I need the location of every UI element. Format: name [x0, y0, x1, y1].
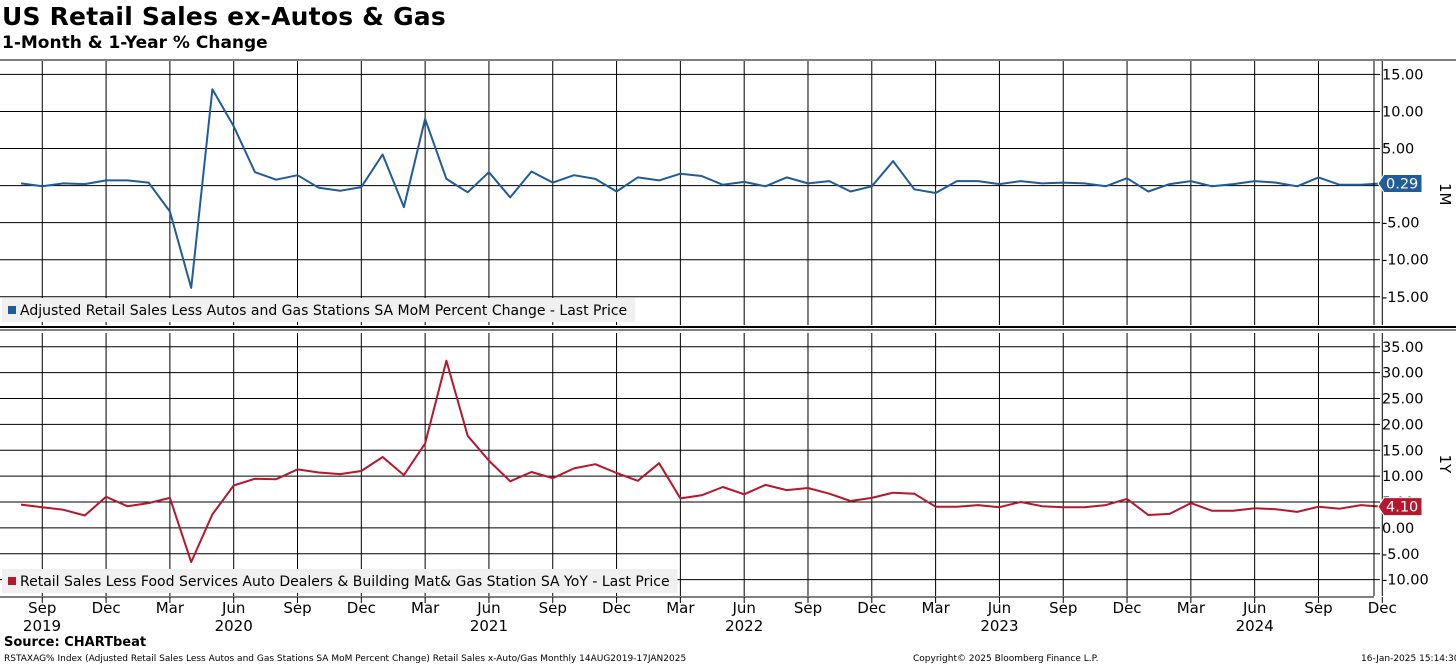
y-tick-label: 35.00: [1382, 340, 1424, 356]
x-tick-label: Dec: [602, 599, 631, 617]
grid-lines: [0, 61, 1383, 596]
legend-box: [2, 298, 636, 322]
x-tick-label: Jun: [987, 599, 1011, 617]
legend-label: Retail Sales Less Food Services Auto Dea…: [20, 574, 670, 590]
x-tick-label: Mar: [156, 599, 185, 617]
x-tick-label: Dec: [1113, 599, 1142, 617]
x-tick-label: Sep: [1304, 599, 1332, 617]
footer-copyright: Copyright© 2025 Bloomberg Finance L.P.: [913, 654, 1099, 664]
x-year-label: 2023: [980, 617, 1018, 632]
last-value-flag: [1377, 173, 1423, 193]
y-tick-label: 5.00: [1382, 142, 1414, 158]
y-tick-label: 25.00: [1382, 392, 1424, 408]
series-lines: [20, 88, 1383, 564]
legend-box: [2, 569, 678, 593]
x-year-label: 2020: [215, 617, 253, 632]
y-tick-label: 15.00: [1382, 443, 1424, 459]
y-tick-label: 15.00: [1382, 67, 1424, 83]
y-tick-label: -15.00: [1382, 290, 1429, 306]
y-tick-label: 30.00: [1382, 366, 1424, 382]
x-year-label: 2024: [1236, 617, 1274, 632]
legend-swatch: [8, 577, 16, 585]
x-tick-label: Mar: [921, 599, 950, 617]
x-tick-label: Jun: [1242, 599, 1266, 617]
x-year-label: 2022: [725, 617, 763, 632]
x-tick-label: Sep: [1049, 599, 1077, 617]
last-value-flag: [1377, 497, 1423, 517]
x-tick-label: Sep: [28, 599, 56, 617]
x-tick-label: Dec: [347, 599, 376, 617]
x-tick-label: Sep: [794, 599, 822, 617]
legend-label: Adjusted Retail Sales Less Autos and Gas…: [20, 303, 627, 319]
chart-canvas: -15.00 -10.00 -5.00 5.00 10.00 15.00 0.29 1M -10…: [0, 59, 1456, 632]
x-tick-label: Dec: [857, 599, 886, 617]
x-tick-label: Mar: [666, 599, 695, 617]
series-line: [20, 359, 1383, 564]
chart-title: US Retail Sales ex-Autos & Gas: [2, 2, 446, 31]
y-tick-label: -10.00: [1382, 573, 1429, 589]
x-tick-label: Sep: [283, 599, 311, 617]
x-tick-label: Jun: [221, 599, 245, 617]
chart-subtitle: 1-Month & 1-Year % Change: [2, 33, 268, 53]
x-tick-label: Jun: [476, 599, 500, 617]
y-tick-label: -5.00: [1382, 216, 1420, 232]
series-line: [20, 88, 1383, 289]
legend-swatch: [8, 306, 16, 314]
footer-index-description: RSTAXAG% Index (Adjusted Retail Sales Le…: [4, 654, 687, 664]
x-tick-label: Sep: [539, 599, 567, 617]
x-tick-label: Jun: [731, 599, 755, 617]
source-note: Source: CHARTbeat: [4, 635, 147, 650]
x-year-label: 2021: [470, 617, 508, 632]
x-year-label: 2019: [23, 617, 61, 632]
x-tick-label: Mar: [1177, 599, 1206, 617]
y-tick-label: -10.00: [1382, 253, 1429, 269]
footer-timestamp: 16-Jan-2025 15:14:30: [1361, 654, 1456, 664]
y-tick-label: 0.00: [1382, 521, 1414, 537]
x-tick-label: Dec: [92, 599, 121, 617]
pane-label: 1M: [1436, 183, 1454, 206]
y-tick-label: 20.00: [1382, 417, 1424, 433]
x-tick-label: Dec: [1368, 599, 1397, 617]
y-tick-label: 10.00: [1382, 104, 1424, 120]
last-value-label: 4.10: [1386, 500, 1418, 516]
last-value-label: 0.29: [1386, 176, 1418, 192]
pane-label: 1Y: [1436, 455, 1454, 475]
y-tick-label: 10.00: [1382, 469, 1424, 485]
y-tick-label: -5.00: [1382, 547, 1420, 563]
pane-frames: [0, 59, 1456, 598]
axes: -15.00 -10.00 -5.00 5.00 10.00 15.00 0.29 1M -10…: [23, 61, 1454, 632]
x-tick-label: Mar: [411, 599, 440, 617]
legends: Adjusted Retail Sales Less Autos and Gas…: [2, 298, 678, 593]
